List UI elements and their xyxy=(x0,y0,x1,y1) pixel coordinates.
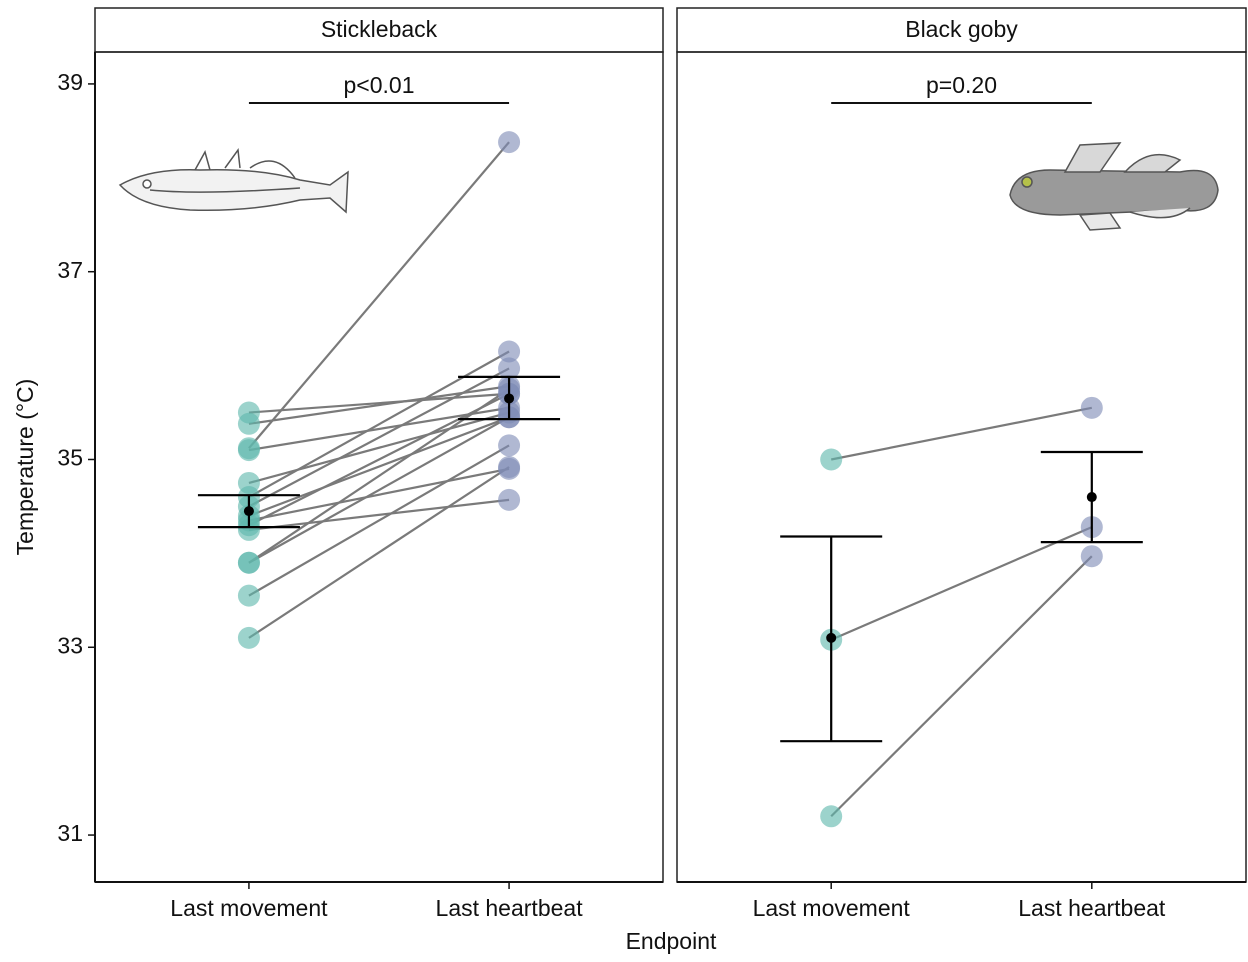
pair-line xyxy=(248,498,510,531)
pair-line xyxy=(248,392,510,414)
data-point xyxy=(1080,545,1103,568)
mean-point xyxy=(1086,492,1097,503)
data-point xyxy=(498,357,521,380)
goby-icon xyxy=(1009,142,1219,231)
pair-line xyxy=(248,392,510,527)
y-tick-label: 31 xyxy=(57,820,83,846)
y-tick-label: 39 xyxy=(57,69,83,95)
pair-line xyxy=(248,416,510,517)
data-point xyxy=(1080,396,1103,419)
data-point xyxy=(237,412,260,435)
data-point xyxy=(498,488,521,511)
pair-line xyxy=(248,444,510,597)
data-point xyxy=(237,584,260,607)
data-point xyxy=(498,456,521,478)
pair-line xyxy=(248,367,510,508)
data-point xyxy=(237,518,260,541)
pair-line xyxy=(248,411,510,485)
y-tick-label: 37 xyxy=(57,257,83,283)
panel-title: Black goby xyxy=(905,16,1018,42)
data-point xyxy=(237,626,260,649)
data-point xyxy=(237,439,260,462)
y-axis-title: Temperature (°C) xyxy=(12,379,38,556)
pair-line xyxy=(248,467,510,522)
data-point xyxy=(820,448,843,471)
data-point xyxy=(820,805,843,828)
x-tick-label: Last heartbeat xyxy=(436,895,584,921)
pair-line xyxy=(248,141,510,449)
x-tick-label: Last heartbeat xyxy=(1018,895,1166,921)
pair-line xyxy=(830,526,1093,641)
pair-line xyxy=(248,466,510,639)
data-point xyxy=(498,434,521,457)
y-tick-label: 35 xyxy=(57,445,83,471)
x-tick-label: Last movement xyxy=(753,895,911,921)
pair-line xyxy=(830,555,1093,818)
strip-header xyxy=(676,7,1247,53)
mean-point xyxy=(243,506,254,517)
x-tick-label: Last movement xyxy=(170,895,328,921)
mean-point xyxy=(826,632,837,643)
data-point xyxy=(237,551,260,574)
mean-point xyxy=(504,393,515,404)
data-point xyxy=(498,131,521,154)
panel-title: Stickleback xyxy=(321,16,438,42)
stickleback-icon xyxy=(118,147,349,214)
annotation: p<0.01 xyxy=(344,72,415,98)
data-point xyxy=(498,340,521,363)
y-tick-label: 33 xyxy=(57,632,83,658)
pair-line xyxy=(248,416,510,564)
annotation: p=0.20 xyxy=(926,72,997,98)
strip-header xyxy=(94,7,664,53)
x-axis-title: Endpoint xyxy=(626,928,717,954)
pair-line xyxy=(830,406,1093,461)
